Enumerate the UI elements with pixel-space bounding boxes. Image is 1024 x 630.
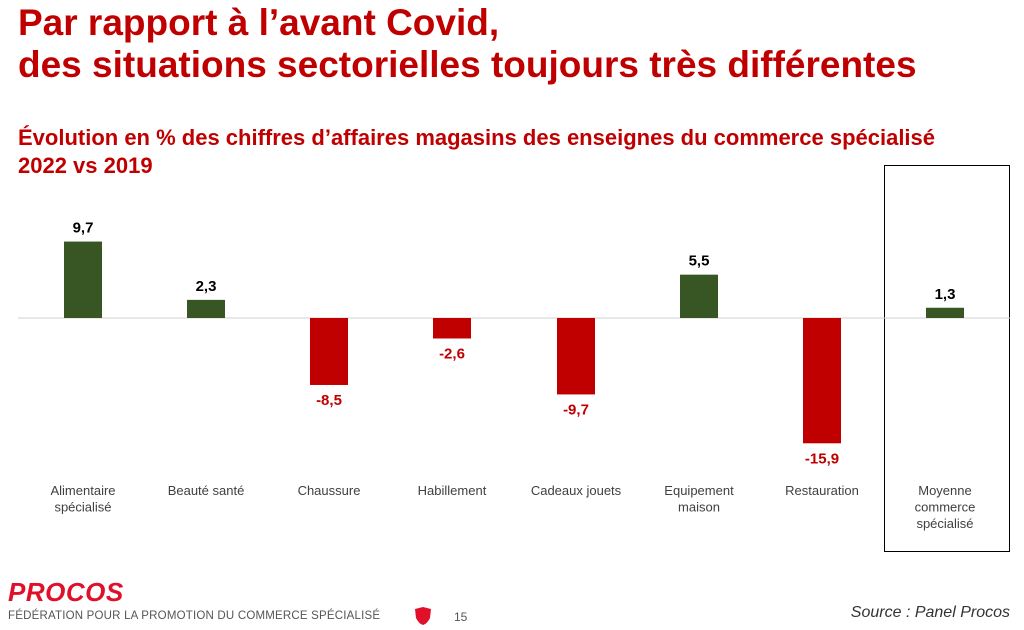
page-number: 15 xyxy=(454,610,468,624)
federation-name: FÉDÉRATION POUR LA PROMOTION DU COMMERCE… xyxy=(8,610,381,622)
procos-logo: PROCOS xyxy=(8,577,124,607)
page-title: Par rapport à l’avant Covid, des situati… xyxy=(18,2,917,86)
data-label: 9,7 xyxy=(73,220,94,237)
category-label: Alimentaire spécialisé xyxy=(50,483,115,515)
category-label: Habillement xyxy=(418,483,487,498)
bar xyxy=(64,241,102,318)
bar xyxy=(803,318,841,444)
bar xyxy=(557,318,595,395)
data-label: -15,9 xyxy=(805,450,839,467)
data-label: 2,3 xyxy=(196,278,217,295)
data-label: 5,5 xyxy=(689,253,710,270)
data-label: -8,5 xyxy=(316,392,342,409)
bar xyxy=(926,307,964,318)
category-label: Cadeaux jouets xyxy=(531,483,622,498)
bar xyxy=(433,318,471,339)
shield-icon xyxy=(415,607,431,625)
data-label: 1,3 xyxy=(935,286,956,303)
average-highlight-box xyxy=(884,165,1010,552)
data-label: -9,7 xyxy=(563,401,589,418)
bar-chart: 9,7 Alimentaire spécialisé 2,3 Beauté santé -… xyxy=(18,220,1010,531)
category-label: Equipement maison xyxy=(664,483,734,515)
bar xyxy=(187,299,225,318)
category-label: Restauration xyxy=(785,483,859,498)
source-note: Source : Panel Procos xyxy=(850,604,1010,621)
title-line-1: Par rapport à l’avant Covid, xyxy=(18,2,500,43)
category-label: Moyenne commerce spécialisé xyxy=(915,483,976,531)
chart-title: Évolution en % des chiffres d’affaires m… xyxy=(18,125,936,178)
category-label: Beauté santé xyxy=(168,483,245,498)
title-line-2: des situations sectorielles toujours trè… xyxy=(18,44,917,85)
data-label: -2,6 xyxy=(439,345,465,362)
category-label: Chaussure xyxy=(298,483,361,498)
bar xyxy=(310,318,348,385)
bar xyxy=(680,274,718,318)
